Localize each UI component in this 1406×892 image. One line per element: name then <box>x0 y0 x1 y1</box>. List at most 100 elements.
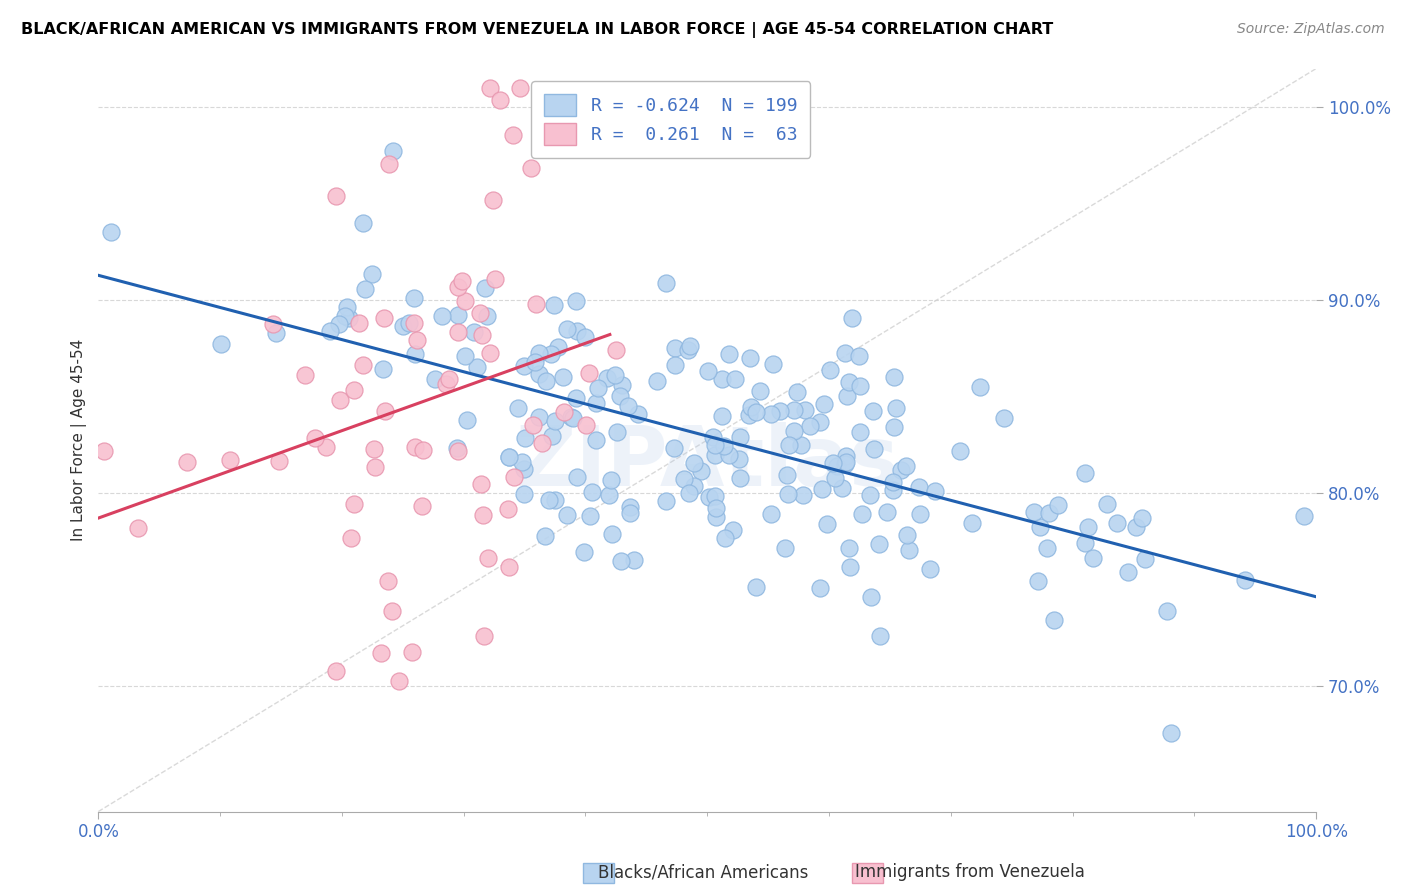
Point <box>374 404 396 418</box>
Point <box>1156 604 1178 618</box>
Point <box>325 188 347 202</box>
Point <box>522 417 544 432</box>
Point <box>606 425 628 439</box>
Point <box>465 359 488 374</box>
Point <box>683 479 706 493</box>
Point <box>585 396 607 410</box>
Point <box>811 482 834 496</box>
Legend: R = -0.624  N = 199, R =  0.261  N =  63: R = -0.624 N = 199, R = 0.261 N = 63 <box>531 81 810 158</box>
Point <box>883 420 905 434</box>
Point <box>920 562 942 576</box>
Point <box>834 346 856 360</box>
Point <box>352 359 374 373</box>
Point <box>540 347 562 361</box>
Point <box>808 415 831 429</box>
Point <box>610 554 633 568</box>
Point <box>738 351 761 365</box>
Point <box>678 486 700 500</box>
Point <box>730 430 752 444</box>
Point <box>411 499 433 513</box>
Point <box>848 350 870 364</box>
Point <box>378 157 401 171</box>
Point <box>599 473 621 487</box>
Point <box>721 523 744 537</box>
Point <box>890 463 912 477</box>
Point <box>405 333 427 347</box>
Point <box>762 357 785 371</box>
Point <box>363 460 385 475</box>
Point <box>337 311 360 326</box>
Point <box>617 400 640 414</box>
Point <box>859 488 882 502</box>
Point <box>388 673 411 688</box>
Point <box>1029 520 1052 534</box>
Point <box>404 317 426 331</box>
Point <box>851 507 873 521</box>
Text: Source: ZipAtlas.com: Source: ZipAtlas.com <box>1237 22 1385 37</box>
Point <box>1116 566 1139 580</box>
Point <box>908 507 931 521</box>
Point <box>924 483 946 498</box>
Point <box>740 401 762 415</box>
Point <box>598 488 620 502</box>
Point <box>744 580 766 594</box>
Point <box>446 441 468 455</box>
Point <box>562 410 585 425</box>
Point <box>453 293 475 308</box>
Point <box>898 543 921 558</box>
Point <box>759 407 782 421</box>
Point <box>862 403 884 417</box>
Point <box>884 401 907 415</box>
Text: BLACK/AFRICAN AMERICAN VS IMMIGRANTS FROM VENEZUELA IN LABOR FORCE | AGE 45-54 C: BLACK/AFRICAN AMERICAN VS IMMIGRANTS FRO… <box>21 22 1053 38</box>
Point <box>775 541 797 556</box>
Point <box>792 488 814 502</box>
Point <box>808 581 831 595</box>
Point <box>1130 511 1153 525</box>
Point <box>839 559 862 574</box>
Point <box>702 430 724 444</box>
Point <box>834 457 856 471</box>
Point <box>454 350 477 364</box>
Point <box>456 413 478 427</box>
Point <box>769 404 792 418</box>
Point <box>471 327 494 342</box>
Point <box>531 435 554 450</box>
Point <box>799 419 821 434</box>
Point <box>551 370 574 384</box>
Point <box>1026 574 1049 588</box>
Point <box>543 298 565 312</box>
Point <box>776 487 799 501</box>
Point <box>513 431 536 445</box>
Point <box>1234 573 1257 587</box>
Point <box>1125 520 1147 534</box>
Point <box>363 442 385 456</box>
Point <box>447 325 470 339</box>
Point <box>623 552 645 566</box>
Point <box>841 311 863 326</box>
Point <box>412 442 434 457</box>
Point <box>547 340 569 354</box>
Point <box>859 591 882 605</box>
Point <box>498 560 520 574</box>
Point <box>738 409 761 423</box>
Point <box>360 267 382 281</box>
Point <box>896 527 918 541</box>
Point <box>404 347 426 361</box>
Point <box>352 216 374 230</box>
Point <box>728 471 751 485</box>
Point <box>512 455 534 469</box>
Point <box>612 378 634 392</box>
Point <box>713 439 735 453</box>
Point <box>553 405 575 419</box>
Point <box>714 531 737 545</box>
Point <box>567 324 589 338</box>
Point <box>1046 498 1069 512</box>
Point <box>838 541 860 555</box>
Point <box>585 433 607 447</box>
Point <box>523 355 546 369</box>
Point <box>392 319 415 334</box>
Point <box>509 80 531 95</box>
Point <box>655 494 678 508</box>
Point <box>679 339 702 353</box>
Point <box>437 372 460 386</box>
